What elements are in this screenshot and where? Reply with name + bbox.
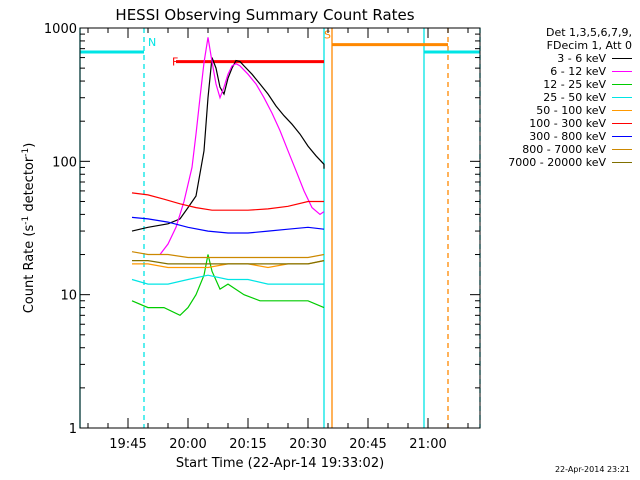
y-tick-label-2: 100 — [52, 155, 77, 170]
legend-entry-3: 25 - 50 keV — [470, 91, 632, 104]
y-tick-label-3: 1000 — [44, 22, 77, 37]
legend-entry-4: 50 - 100 keV — [470, 104, 632, 117]
series-line-7 — [131, 251, 325, 259]
legend-entry-7: 800 - 7000 keV — [470, 143, 632, 156]
legend-entry-8: 7000 - 20000 keV — [470, 156, 632, 169]
legend-header-detectors: Det 1,3,5,6,7,9, — [545, 26, 632, 39]
legend-label: 300 - 800 keV — [529, 130, 606, 143]
x-tick-label-1: 20:00 — [169, 437, 206, 452]
legend-entry-1: 6 - 12 keV — [470, 65, 632, 78]
chart-marks: N F S — [79, 28, 481, 428]
x-tick-label-0: 19:45 — [109, 437, 146, 452]
legend-label: 50 - 100 keV — [536, 104, 606, 117]
legend-label: 25 - 50 keV — [543, 91, 606, 104]
series-line-6 — [131, 216, 325, 234]
legend-label: 6 - 12 keV — [550, 65, 606, 78]
flag-label-2: S — [324, 29, 331, 42]
y-tick-label-1: 10 — [60, 289, 77, 304]
legend-swatch — [612, 162, 632, 163]
legend-entry-5: 100 - 300 keV — [470, 117, 632, 130]
series-line-8 — [132, 260, 325, 265]
chart-axes: 1 10 100 1000 19:45 20:00 20:15 20:30 20:45 21:00 — [44, 22, 480, 452]
flag-label-1: F — [172, 56, 178, 69]
legend-label: 12 - 25 keV — [543, 78, 606, 91]
legend-swatch — [612, 149, 632, 150]
legend-swatch — [612, 71, 632, 72]
chart-title: HESSI Observing Summary Count Rates — [115, 6, 414, 24]
y-label-exponent: -1 — [21, 216, 31, 225]
x-tick-label-3: 20:30 — [289, 437, 326, 452]
legend-label: 800 - 7000 keV — [522, 143, 606, 156]
y-label-part: detector — [22, 156, 37, 216]
legend-label: 100 - 300 keV — [529, 117, 606, 130]
legend-label: 3 - 6 keV — [557, 52, 606, 65]
legend-label: 7000 - 20000 keV — [508, 156, 606, 169]
legend-rows: 3 - 6 keV 6 - 12 keV 12 - 25 keV 25 - 50 ke… — [470, 52, 632, 169]
y-tick-label-0: 1 — [69, 422, 77, 437]
series-line-3 — [131, 274, 324, 285]
flag-label-0: N — [148, 36, 156, 49]
legend-swatch — [612, 97, 632, 98]
legend-swatch — [612, 123, 632, 124]
y-label-exponent: -1 — [21, 148, 31, 157]
footer-timestamp: 22-Apr-2014 23:21 — [554, 465, 630, 474]
y-axis-label: Count Rate (s-1 detector-1) — [21, 143, 37, 314]
series-line-1 — [159, 37, 325, 255]
plot-frame — [79, 27, 481, 429]
legend-entry-2: 12 - 25 keV — [470, 78, 632, 91]
series-line-0 — [131, 57, 325, 232]
legend-header-decimation: FDecim 1, Att 0 — [546, 39, 632, 52]
legend-swatch — [612, 136, 632, 137]
y-label-part: Count Rate (s — [22, 225, 37, 314]
legend-entry-6: 300 - 800 keV — [470, 130, 632, 143]
legend: Det 1,3,5,6,7,9, FDecim 1, Att 0 3 - 6 k… — [470, 26, 632, 169]
series-line-2 — [131, 254, 325, 317]
legend-swatch — [612, 58, 632, 59]
legend-swatch — [612, 84, 632, 85]
legend-swatch — [612, 110, 632, 111]
x-tick-label-2: 20:15 — [229, 437, 266, 452]
legend-entry-0: 3 - 6 keV — [470, 52, 632, 65]
x-tick-label-5: 21:00 — [409, 437, 446, 452]
x-tick-label-4: 20:45 — [349, 437, 386, 452]
series-line-5 — [131, 192, 324, 211]
y-label-part: ) — [22, 143, 37, 148]
x-axis-label: Start Time (22-Apr-14 19:33:02) — [176, 456, 384, 471]
